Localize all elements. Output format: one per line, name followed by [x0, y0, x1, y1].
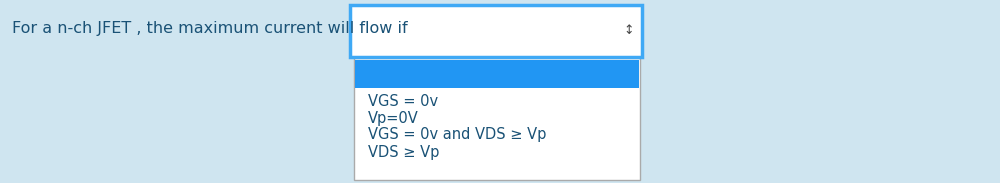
Text: VGS = 0v and VDS ≥ Vp: VGS = 0v and VDS ≥ Vp	[368, 126, 546, 141]
Text: Vp=0V: Vp=0V	[368, 111, 419, 126]
Text: ↕: ↕	[624, 25, 634, 38]
Bar	[354, 58, 640, 180]
Text: VGS = 0v: VGS = 0v	[368, 94, 438, 109]
Text: For a n-ch JFET , the maximum current will flow if: For a n-ch JFET , the maximum current wi…	[12, 20, 408, 36]
Text: VDS ≥ Vp: VDS ≥ Vp	[368, 145, 439, 160]
Bar	[355, 60, 639, 88]
Bar	[350, 5, 642, 57]
